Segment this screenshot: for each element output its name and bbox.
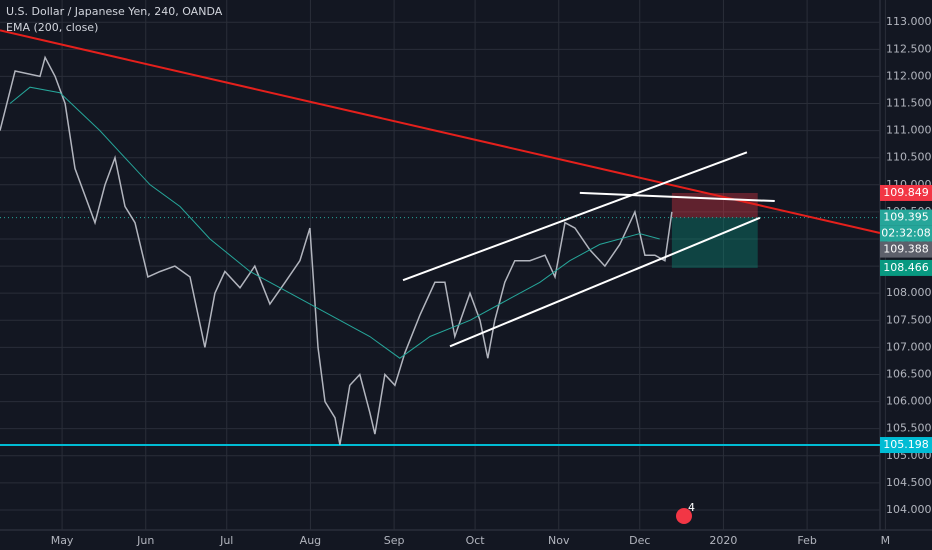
- x-tick-label: Oct: [466, 534, 486, 547]
- countdown-bg: [880, 225, 932, 242]
- y-tick-label: 107.500: [886, 313, 932, 326]
- x-tick-label: May: [51, 534, 74, 547]
- y-tick-label: 112.500: [886, 42, 932, 55]
- series-line: [9, 86, 660, 359]
- x-tick-label: Sep: [384, 534, 405, 547]
- x-tick-label: Jul: [219, 534, 233, 547]
- trend-line: [402, 151, 748, 282]
- chart-title: U.S. Dollar / Japanese Yen, 240, OANDA: [6, 5, 223, 18]
- price-tag-bg: [880, 209, 932, 226]
- y-tick-label: 113.000: [886, 15, 932, 28]
- grid: [0, 0, 886, 530]
- y-tick-label: 110.500: [886, 151, 932, 164]
- price-tag-bg: [880, 259, 932, 276]
- price-tag: 109.388: [883, 243, 929, 256]
- target-zone: [671, 217, 758, 268]
- x-tick-label: M: [881, 534, 891, 547]
- price-tag: 109.849: [883, 186, 929, 199]
- indicator-label: EMA (200, close): [6, 21, 98, 34]
- y-tick-label: 111.500: [886, 97, 932, 110]
- series-line: [0, 55, 673, 446]
- y-tick-label: 104.000: [886, 503, 932, 516]
- y-tick-label: 111.000: [886, 124, 932, 137]
- x-tick-label: Jun: [136, 534, 154, 547]
- events-icon: [676, 508, 692, 524]
- y-tick-label: 106.000: [886, 395, 932, 408]
- trend-line: [449, 216, 761, 348]
- y-tick-label: 105.500: [886, 422, 932, 435]
- y-tick-label: 104.500: [886, 476, 932, 489]
- y-tick-label: 106.500: [886, 367, 932, 380]
- trend-line: [579, 191, 775, 203]
- price-tag: 105.198: [883, 438, 929, 451]
- x-tick-label: Feb: [797, 534, 816, 547]
- y-tick-label: 108.000: [886, 286, 932, 299]
- price-tag-bg: [880, 184, 932, 201]
- y-tick-label: 107.000: [886, 340, 932, 353]
- price-tag-bg: [880, 437, 932, 454]
- price-tag: 109.395: [883, 211, 929, 224]
- price-tag: 108.466: [883, 261, 929, 274]
- x-tick-label: 2020: [709, 534, 737, 547]
- x-tick-label: Dec: [629, 534, 650, 547]
- events-badge: 4: [688, 501, 695, 514]
- price-tag-bg: [880, 241, 932, 258]
- countdown: 02:32:08: [881, 227, 930, 240]
- x-tick-label: Aug: [300, 534, 321, 547]
- y-tick-label: 112.000: [886, 69, 932, 82]
- x-tick-label: Nov: [548, 534, 570, 547]
